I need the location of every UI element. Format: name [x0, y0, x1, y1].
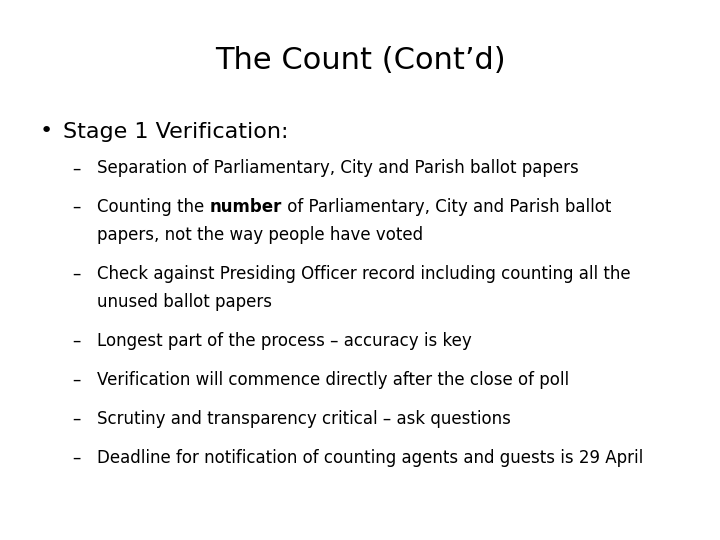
Text: –: – [72, 410, 81, 428]
Text: Deadline for notification of counting agents and guests is 29 April: Deadline for notification of counting ag… [97, 449, 644, 467]
Text: Verification will commence directly after the close of poll: Verification will commence directly afte… [97, 371, 570, 389]
Text: –: – [72, 265, 81, 283]
Text: unused ballot papers: unused ballot papers [97, 293, 272, 311]
Text: Longest part of the process – accuracy is key: Longest part of the process – accuracy i… [97, 332, 472, 350]
Text: –: – [72, 159, 81, 177]
Text: number: number [210, 198, 282, 216]
Text: Counting the: Counting the [97, 198, 210, 216]
Text: papers, not the way people have voted: papers, not the way people have voted [97, 226, 423, 244]
Text: of Parliamentary, City and Parish ballot: of Parliamentary, City and Parish ballot [282, 198, 611, 216]
Text: –: – [72, 198, 81, 216]
Text: Stage 1 Verification:: Stage 1 Verification: [63, 122, 288, 141]
Text: The Count (Cont’d): The Count (Cont’d) [215, 46, 505, 75]
Text: –: – [72, 449, 81, 467]
Text: •: • [40, 122, 53, 141]
Text: Scrutiny and transparency critical – ask questions: Scrutiny and transparency critical – ask… [97, 410, 511, 428]
Text: –: – [72, 371, 81, 389]
Text: –: – [72, 332, 81, 350]
Text: Check against Presiding Officer record including counting all the: Check against Presiding Officer record i… [97, 265, 631, 283]
Text: Separation of Parliamentary, City and Parish ballot papers: Separation of Parliamentary, City and Pa… [97, 159, 579, 177]
